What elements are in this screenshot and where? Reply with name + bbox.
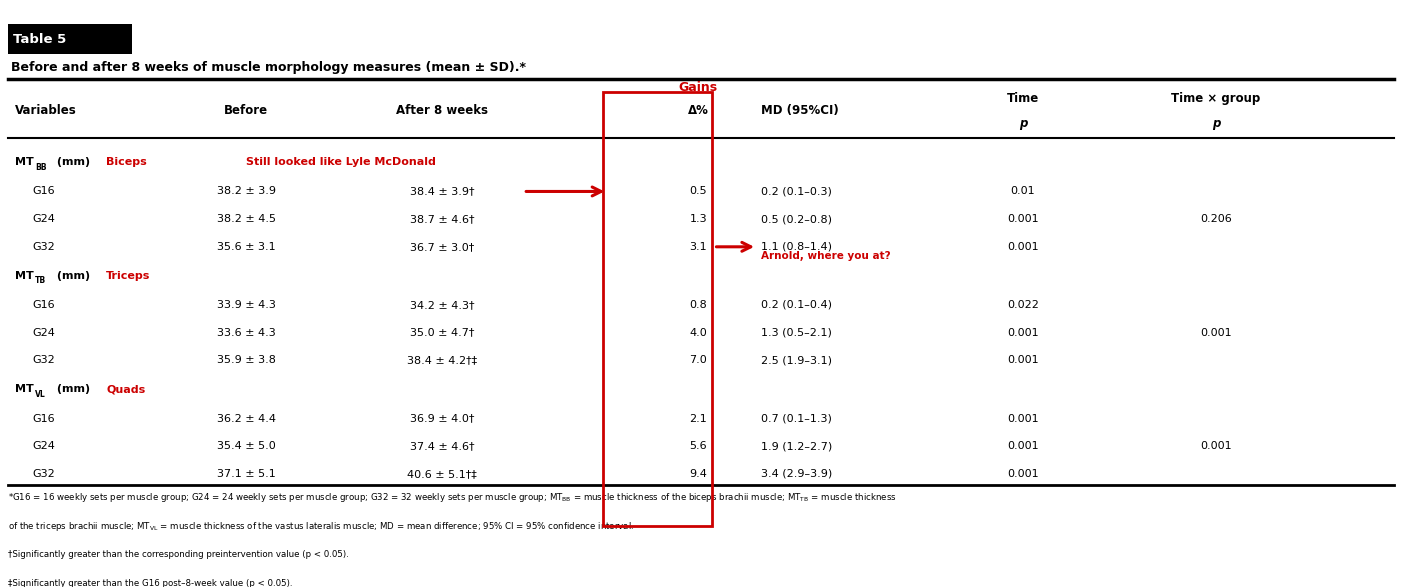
- Text: Table 5: Table 5: [13, 33, 66, 46]
- Text: 33.6 ± 4.3: 33.6 ± 4.3: [217, 328, 276, 338]
- Text: Triceps: Triceps: [107, 271, 150, 281]
- Text: 37.1 ± 5.1: 37.1 ± 5.1: [217, 469, 276, 479]
- Text: 0.001: 0.001: [1007, 355, 1039, 365]
- Text: 0.001: 0.001: [1007, 413, 1039, 423]
- Text: TB: TB: [35, 276, 46, 285]
- Text: G16: G16: [32, 187, 55, 197]
- Text: †Significantly greater than the corresponding preintervention value (p < 0.05).: †Significantly greater than the correspo…: [8, 550, 349, 559]
- Text: Δ%: Δ%: [688, 104, 708, 117]
- Text: 38.4 ± 3.9†: 38.4 ± 3.9†: [409, 187, 474, 197]
- Text: Time: Time: [1007, 92, 1039, 105]
- Text: G16: G16: [32, 413, 55, 423]
- Text: 2.1: 2.1: [690, 413, 707, 423]
- Text: 0.2 (0.1–0.3): 0.2 (0.1–0.3): [761, 187, 831, 197]
- Text: Biceps: Biceps: [107, 157, 147, 167]
- Bar: [8, 24, 132, 55]
- Text: G24: G24: [32, 214, 55, 224]
- Text: 7.0: 7.0: [690, 355, 707, 365]
- Text: 36.9 ± 4.0†: 36.9 ± 4.0†: [409, 413, 474, 423]
- Text: 36.2 ± 4.4: 36.2 ± 4.4: [217, 413, 276, 423]
- Text: Before: Before: [224, 104, 268, 117]
- Text: 1.3: 1.3: [690, 214, 707, 224]
- Text: 0.206: 0.206: [1200, 214, 1232, 224]
- Text: 0.8: 0.8: [690, 300, 707, 310]
- Text: (mm): (mm): [53, 157, 94, 167]
- Text: Arnold, where you at?: Arnold, where you at?: [761, 251, 890, 261]
- Text: 0.022: 0.022: [1007, 300, 1039, 310]
- Text: 36.7 ± 3.0†: 36.7 ± 3.0†: [409, 242, 474, 252]
- Text: ‡Significantly greater than the G16 post–8-week value (p < 0.05).: ‡Significantly greater than the G16 post…: [8, 579, 293, 587]
- Text: 35.0 ± 4.7†: 35.0 ± 4.7†: [409, 328, 474, 338]
- Text: 0.001: 0.001: [1007, 242, 1039, 252]
- Text: G32: G32: [32, 469, 55, 479]
- Text: 0.001: 0.001: [1007, 328, 1039, 338]
- Text: 40.6 ± 5.1†‡: 40.6 ± 5.1†‡: [407, 469, 477, 479]
- Text: 5.6: 5.6: [690, 441, 707, 451]
- Text: 38.2 ± 3.9: 38.2 ± 3.9: [217, 187, 276, 197]
- Text: VL: VL: [35, 390, 46, 399]
- Text: 35.6 ± 3.1: 35.6 ± 3.1: [217, 242, 276, 252]
- Text: 37.4 ± 4.6†: 37.4 ± 4.6†: [409, 441, 474, 451]
- Text: Quads: Quads: [107, 384, 146, 394]
- Text: G24: G24: [32, 328, 55, 338]
- Text: p: p: [1211, 117, 1220, 130]
- Text: 4.0: 4.0: [690, 328, 707, 338]
- Text: 33.9 ± 4.3: 33.9 ± 4.3: [217, 300, 276, 310]
- Text: 0.001: 0.001: [1200, 441, 1232, 451]
- Text: 35.9 ± 3.8: 35.9 ± 3.8: [217, 355, 276, 365]
- Text: of the triceps brachii muscle; MT$_{\mathregular{VL}}$ = muscle thickness of the: of the triceps brachii muscle; MT$_{\mat…: [8, 521, 635, 534]
- Text: 1.3 (0.5–2.1): 1.3 (0.5–2.1): [761, 328, 831, 338]
- Text: 38.7 ± 4.6†: 38.7 ± 4.6†: [409, 214, 474, 224]
- Text: p: p: [1019, 117, 1028, 130]
- Text: 0.001: 0.001: [1007, 469, 1039, 479]
- Text: *G16 = 16 weekly sets per muscle group; G24 = 24 weekly sets per muscle group; G: *G16 = 16 weekly sets per muscle group; …: [8, 491, 897, 504]
- Text: 2.5 (1.9–3.1): 2.5 (1.9–3.1): [761, 355, 833, 365]
- Text: MT: MT: [15, 384, 34, 394]
- Text: 1.9 (1.2–2.7): 1.9 (1.2–2.7): [761, 441, 833, 451]
- Text: Variables: Variables: [15, 104, 77, 117]
- Text: MT: MT: [15, 271, 34, 281]
- Text: 34.2 ± 4.3†: 34.2 ± 4.3†: [409, 300, 474, 310]
- Text: (mm): (mm): [53, 271, 94, 281]
- Text: 38.2 ± 4.5: 38.2 ± 4.5: [217, 214, 276, 224]
- Text: 3.1: 3.1: [690, 242, 707, 252]
- Text: 0.001: 0.001: [1007, 441, 1039, 451]
- Text: 0.5: 0.5: [690, 187, 707, 197]
- Text: 0.7 (0.1–1.3): 0.7 (0.1–1.3): [761, 413, 831, 423]
- Text: BB: BB: [35, 163, 46, 172]
- Text: Time × group: Time × group: [1171, 92, 1260, 105]
- Text: MD (95%CI): MD (95%CI): [761, 104, 838, 117]
- Text: 0.01: 0.01: [1011, 187, 1035, 197]
- Text: G32: G32: [32, 355, 55, 365]
- Text: 0.5 (0.2–0.8): 0.5 (0.2–0.8): [761, 214, 833, 224]
- Text: G32: G32: [32, 242, 55, 252]
- Text: Gains: Gains: [679, 82, 718, 95]
- Text: 35.4 ± 5.0: 35.4 ± 5.0: [217, 441, 276, 451]
- Text: After 8 weeks: After 8 weeks: [397, 104, 488, 117]
- Text: G24: G24: [32, 441, 55, 451]
- Text: 38.4 ± 4.2†‡: 38.4 ± 4.2†‡: [407, 355, 477, 365]
- Text: 3.4 (2.9–3.9): 3.4 (2.9–3.9): [761, 469, 833, 479]
- Text: Still looked like Lyle McDonald: Still looked like Lyle McDonald: [247, 157, 436, 167]
- Text: 1.1 (0.8–1.4): 1.1 (0.8–1.4): [761, 242, 833, 252]
- Bar: [603, 92, 712, 525]
- Text: 0.2 (0.1–0.4): 0.2 (0.1–0.4): [761, 300, 833, 310]
- Text: G16: G16: [32, 300, 55, 310]
- Text: MT: MT: [15, 157, 34, 167]
- Text: 9.4: 9.4: [690, 469, 707, 479]
- Text: Before and after 8 weeks of muscle morphology measures (mean ± SD).*: Before and after 8 weeks of muscle morph…: [11, 61, 526, 74]
- Text: 0.001: 0.001: [1200, 328, 1232, 338]
- Text: 0.001: 0.001: [1007, 214, 1039, 224]
- Text: (mm): (mm): [53, 384, 94, 394]
